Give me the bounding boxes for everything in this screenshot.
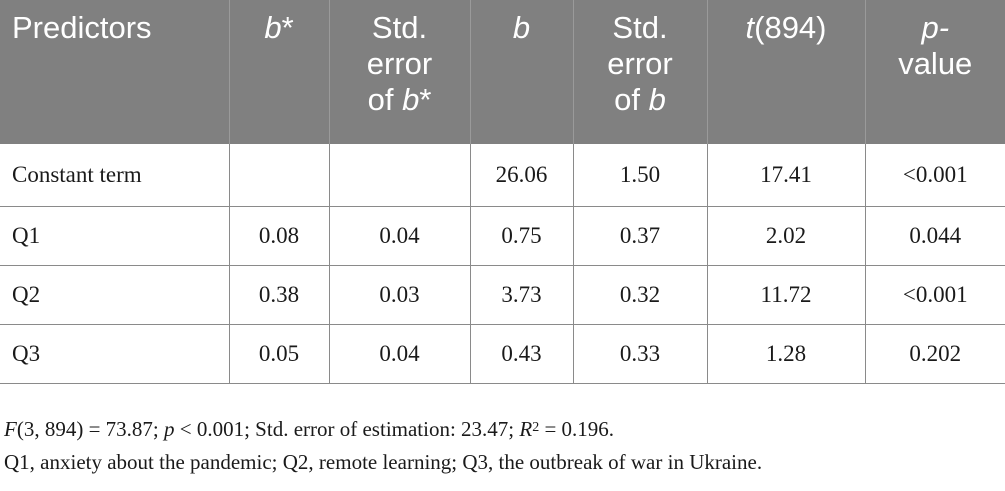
regression-table: Predictors b* Std. error of b* b Std. er…: [0, 0, 1005, 384]
cell-p: <0.001: [864, 144, 1005, 207]
header-predictors: Predictors: [0, 0, 229, 144]
cell-p: <0.001: [864, 265, 1005, 325]
cell-se-b-star: [328, 144, 470, 207]
cell-se-b: 0.37: [572, 206, 707, 266]
cell-t: 2.02: [706, 206, 865, 266]
cell-b-star: 0.08: [228, 206, 329, 266]
table-row: Q2 0.38 0.03 3.73 0.32 11.72 <0.001: [0, 265, 1005, 325]
header-se-b: Std. error of b: [572, 0, 707, 144]
footnote-statistics: F(3, 894) = 73.87; p < 0.001; Std. error…: [4, 417, 615, 441]
cell-predictor: Q1: [0, 206, 229, 266]
cell-p: 0.202: [864, 324, 1005, 384]
cell-b-star: 0.05: [228, 324, 329, 384]
cell-se-b-star: 0.03: [328, 265, 470, 325]
cell-b: 3.73: [469, 265, 573, 325]
header-p-value: p- value: [864, 0, 1005, 144]
cell-p: 0.044: [864, 206, 1005, 266]
cell-predictor: Q2: [0, 265, 229, 325]
header-row: Predictors b* Std. error of b* b Std. er…: [0, 0, 1005, 144]
cell-se-b: 0.32: [572, 265, 707, 325]
header-se-b-star: Std. error of b*: [328, 0, 470, 144]
cell-se-b: 0.33: [572, 324, 707, 384]
cell-b: 26.06: [469, 144, 573, 207]
cell-predictor: Q3: [0, 324, 229, 384]
cell-b: 0.43: [469, 324, 573, 384]
table-row: Q3 0.05 0.04 0.43 0.33 1.28 0.202: [0, 324, 1005, 384]
cell-b: 0.75: [469, 206, 573, 266]
cell-b-star: [228, 144, 329, 207]
table-row: Constant term 26.06 1.50 17.41 <0.001: [0, 144, 1005, 207]
header-b: b: [469, 0, 573, 144]
cell-t: 17.41: [706, 144, 865, 207]
cell-b-star: 0.38: [228, 265, 329, 325]
cell-se-b-star: 0.04: [328, 206, 470, 266]
footnote-abbreviations: Q1, anxiety about the pandemic; Q2, remo…: [4, 450, 763, 474]
cell-t: 11.72: [706, 265, 865, 325]
header-b-star: b*: [228, 0, 329, 144]
cell-predictor: Constant term: [0, 144, 229, 207]
table-footnotes: F(3, 894) = 73.87; p < 0.001; Std. error…: [4, 413, 1004, 479]
cell-se-b: 1.50: [572, 144, 707, 207]
table-row: Q1 0.08 0.04 0.75 0.37 2.02 0.044: [0, 206, 1005, 266]
header-t: t(894): [706, 0, 865, 144]
cell-se-b-star: 0.04: [328, 324, 470, 384]
cell-t: 1.28: [706, 324, 865, 384]
